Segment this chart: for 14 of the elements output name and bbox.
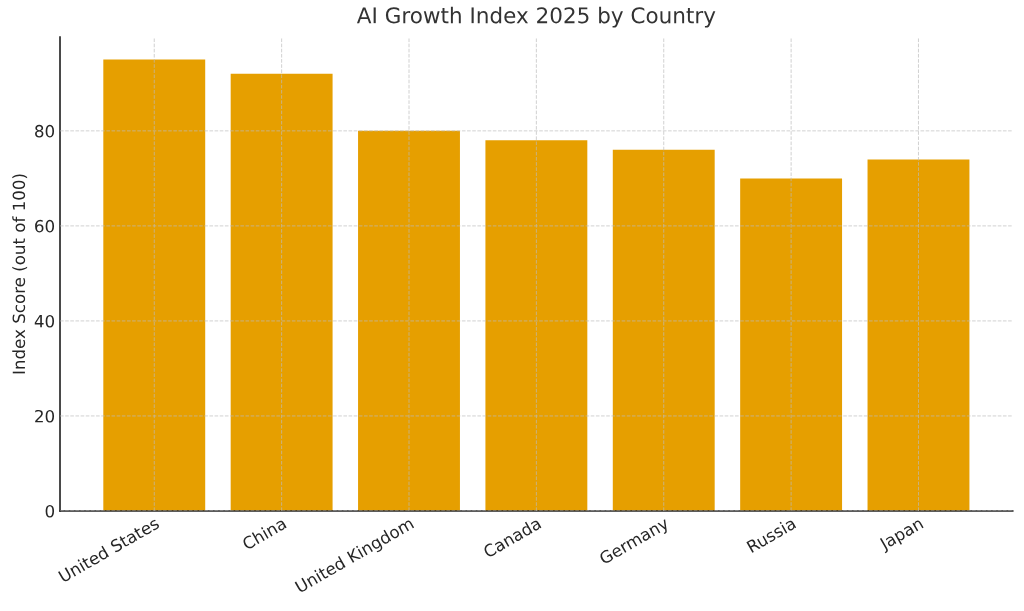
bar <box>867 159 970 511</box>
bar <box>358 130 460 511</box>
y-tick-label: 80 <box>35 124 55 138</box>
y-tick-label: 20 <box>35 409 55 423</box>
bar <box>740 178 843 511</box>
y-tick-label: 40 <box>34 314 55 328</box>
y-axis-title: Index Score (out of 100) <box>12 174 28 374</box>
bar <box>612 149 715 511</box>
bar <box>230 73 333 511</box>
bar <box>485 140 588 511</box>
y-tick-label: 60 <box>35 219 55 233</box>
chart-title: AI Growth Index 2025 by Country <box>356 6 716 28</box>
bar <box>103 59 206 511</box>
y-tick-label: 0 <box>45 504 55 518</box>
